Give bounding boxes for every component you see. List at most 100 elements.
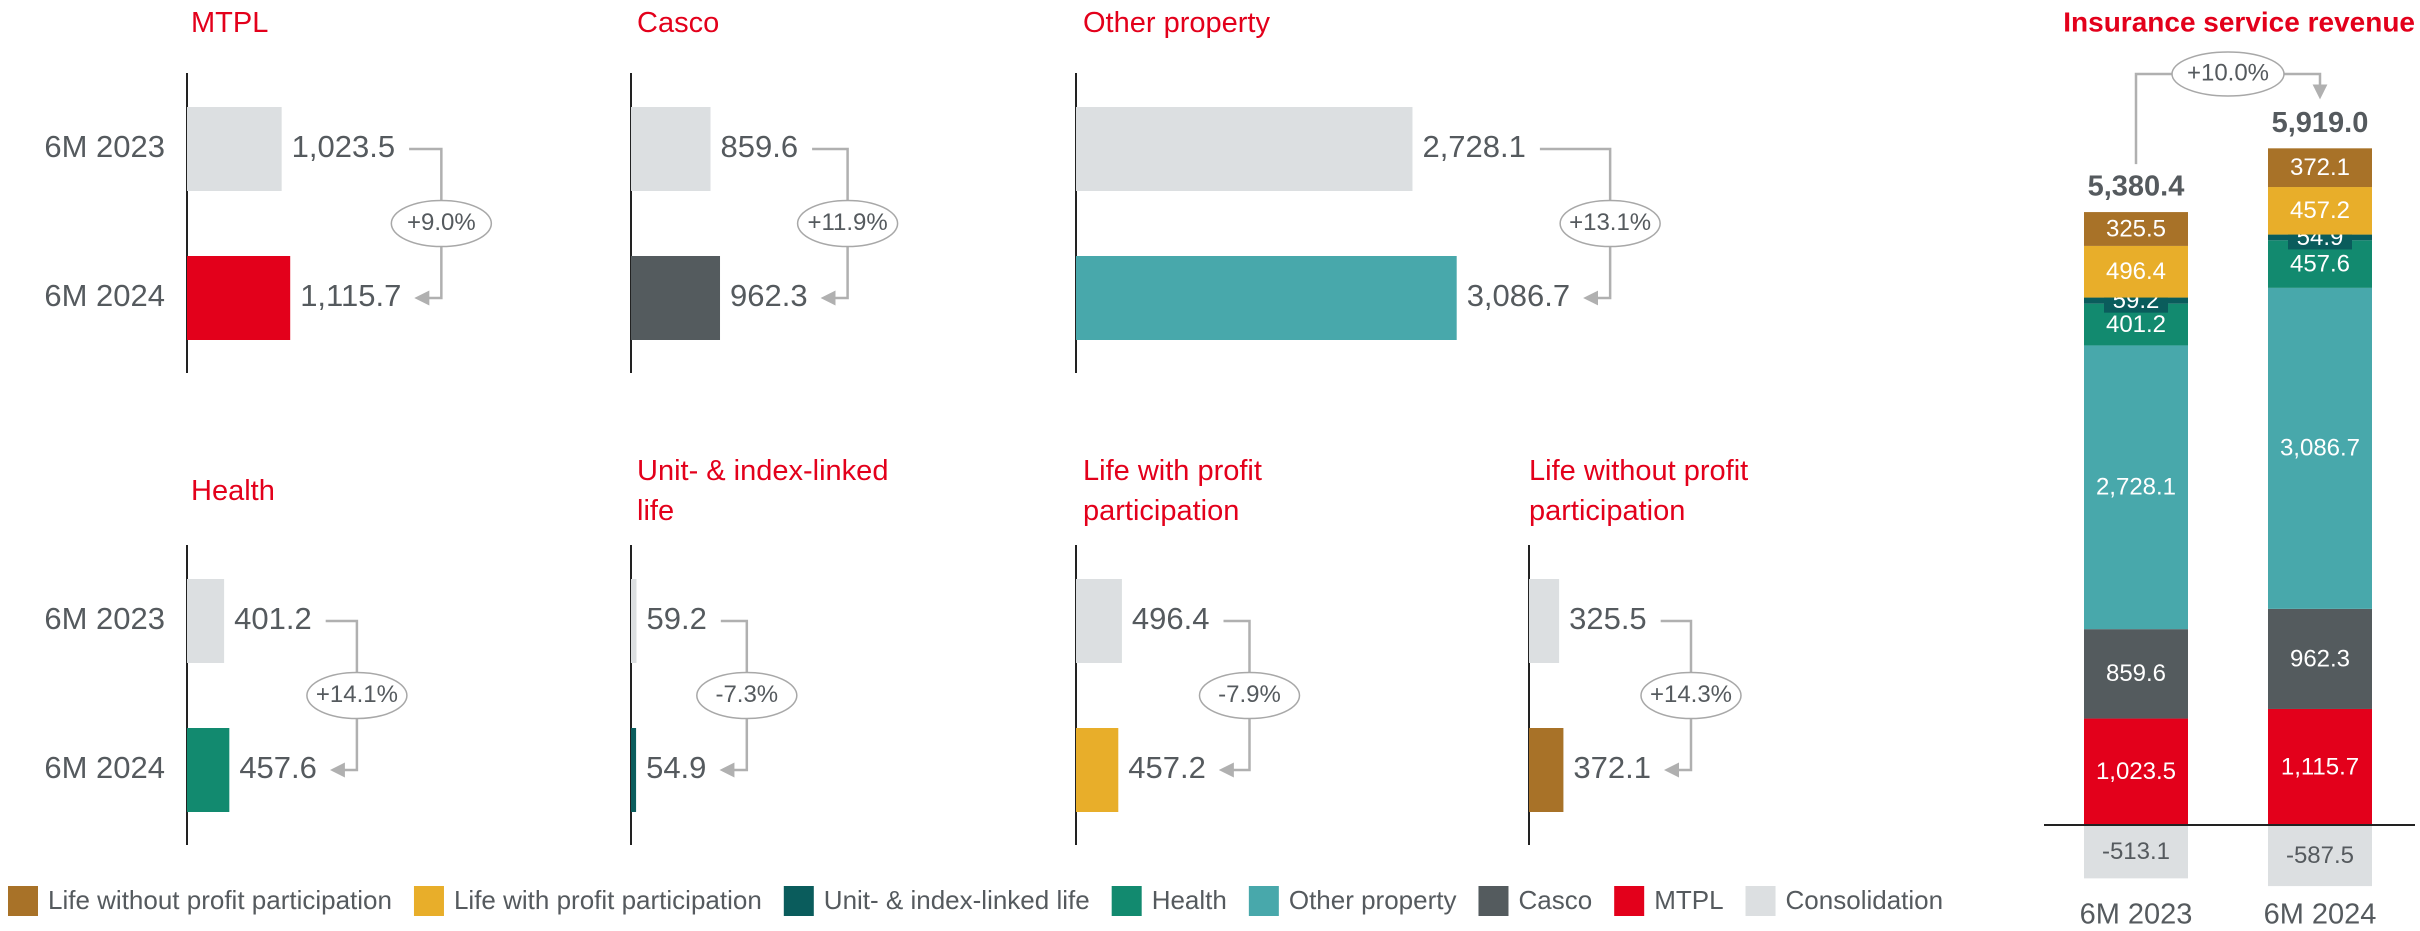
legend-swatch [1478, 886, 1509, 916]
segment [2084, 212, 2188, 246]
change-bubble [306, 671, 408, 720]
bar [187, 728, 230, 812]
legend-label: Life with profit participation [454, 885, 762, 915]
legend-label: Consolidation [1786, 885, 1944, 915]
legend-label: Casco [1518, 885, 1592, 915]
legend-swatch [413, 886, 444, 916]
change-bubble [1198, 671, 1301, 720]
segment-label: 372.1 [2290, 154, 2350, 181]
change-label: -7.3% [715, 681, 778, 708]
segment-label: 496.4 [2106, 258, 2166, 285]
value-label: 1,115.7 [300, 278, 401, 313]
segment [2268, 187, 2372, 235]
legend-swatch [1248, 886, 1279, 916]
bar [631, 728, 637, 812]
value-label: 401.2 [234, 601, 312, 636]
chart-title: Life with profit participation [1083, 455, 1262, 527]
segment-label: 325.5 [2106, 215, 2166, 242]
value-label: 859.6 [721, 129, 799, 164]
change-label: +9.0% [407, 209, 476, 236]
category-label: 6M 2023 [2080, 899, 2193, 931]
total-label: 5,380.4 [2088, 171, 2185, 203]
change-label: +10.0% [2187, 59, 2269, 86]
segment [2084, 245, 2188, 298]
value-label: 372.1 [1573, 750, 1651, 785]
total-label: 5,919.0 [2272, 107, 2369, 139]
value-label: 1,023.5 [292, 129, 395, 164]
bar [1076, 728, 1119, 812]
segment [2268, 708, 2372, 825]
legend-swatch [1614, 886, 1645, 916]
bar [1076, 256, 1457, 340]
bar [631, 579, 637, 663]
bar [1076, 579, 1122, 663]
chart-title: MTPL [191, 7, 269, 39]
change-bubble [390, 199, 493, 248]
category-label: 6M 2023 [44, 601, 165, 636]
bar [187, 107, 282, 191]
segment [2084, 345, 2188, 630]
change-bubble [696, 671, 798, 720]
value-label: 457.2 [1128, 750, 1206, 785]
change-label: -7.9% [1218, 681, 1281, 708]
chart-title: Health [191, 475, 275, 507]
change-bubble [1559, 199, 1661, 248]
segment-label: 962.3 [2290, 645, 2350, 672]
value-label: 2,728.1 [1422, 129, 1525, 164]
segment-label: -513.1 [2102, 838, 2170, 865]
change-bubble [796, 199, 899, 248]
segment-label: 3,086.7 [2280, 435, 2360, 462]
segment [2084, 718, 2188, 825]
change-label: +14.1% [316, 681, 398, 708]
bar [1076, 107, 1413, 191]
value-label: 54.9 [646, 750, 706, 785]
segment-label: 1,023.5 [2096, 758, 2176, 785]
bar [1529, 728, 1564, 812]
change-label: +11.9% [807, 209, 887, 236]
legend-label: Health [1152, 885, 1227, 915]
segment [2268, 825, 2372, 887]
legend-label: MTPL [1654, 885, 1723, 915]
legend-label: Other property [1289, 885, 1457, 915]
chart-title: Insurance service revenue [2063, 6, 2415, 37]
category-label: 6M 2024 [44, 278, 165, 313]
legend-swatch [1111, 886, 1142, 916]
category-label: 6M 2024 [44, 750, 165, 785]
change-bubble [2171, 51, 2285, 97]
legend-label: Life without profit participation [48, 885, 392, 915]
value-label: 496.4 [1132, 601, 1210, 636]
segment-label: 457.6 [2290, 250, 2350, 277]
bar [187, 579, 225, 663]
segment-label: 401.2 [2106, 311, 2166, 338]
segment [2268, 287, 2372, 609]
category-label: 6M 2023 [44, 129, 165, 164]
segment [2268, 148, 2372, 188]
legend-label: Unit- & index-linked life [824, 885, 1090, 915]
chart-title: Other property [1083, 7, 1270, 39]
segment-label: 859.6 [2106, 660, 2166, 687]
legend-swatch [8, 886, 38, 916]
value-label: 59.2 [646, 601, 706, 636]
value-label: 457.6 [239, 750, 317, 785]
segment-label: 1,115.7 [2281, 753, 2359, 780]
value-label: 325.5 [1569, 601, 1647, 636]
change-label: +14.3% [1650, 681, 1732, 708]
segment [2084, 825, 2188, 879]
value-label: 3,086.7 [1467, 278, 1570, 313]
category-label: 6M 2024 [2264, 899, 2377, 931]
bar [187, 256, 291, 340]
value-label: 962.3 [730, 278, 808, 313]
bar [1529, 579, 1560, 663]
segment-label: 457.2 [2290, 197, 2350, 224]
legend-swatch [1745, 886, 1776, 916]
chart-title: Casco [637, 7, 720, 39]
chart-title: Life without profit participation [1529, 455, 1749, 527]
segment-label: -587.5 [2286, 842, 2354, 869]
change-bubble [1640, 671, 1742, 720]
segment-label: 2,728.1 [2096, 474, 2176, 501]
segment [2268, 608, 2372, 709]
legend-swatch [783, 886, 814, 916]
bar [631, 107, 711, 191]
change-label: +13.1% [1569, 209, 1651, 236]
